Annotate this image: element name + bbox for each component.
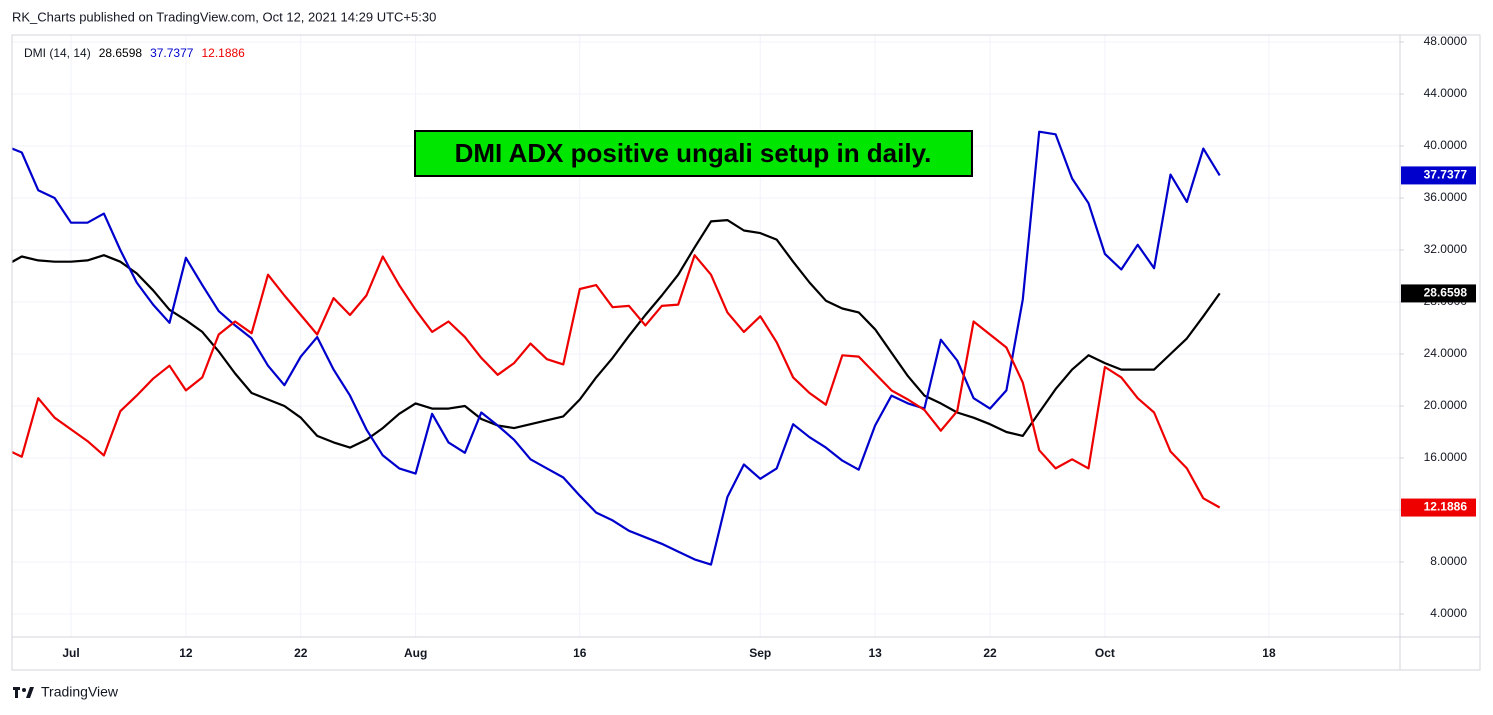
- series-line: [12, 219, 1221, 449]
- grid: [12, 35, 1400, 637]
- plot: [12, 130, 1221, 566]
- annotation-box: [414, 130, 973, 177]
- x-tick-label: 22: [983, 646, 997, 660]
- x-tick-label: 22: [294, 646, 308, 660]
- header: RK_Charts published on TradingView.com, …: [12, 9, 436, 24]
- x-tick-label: Jul: [62, 646, 79, 660]
- legend-item: DMI (14, 14): [24, 46, 91, 60]
- legend: DMI (14, 14) 28.6598 37.7377 12.1886: [24, 46, 245, 60]
- legend-item: 12.1886: [201, 46, 245, 60]
- x-tick-label: Sep: [749, 646, 771, 660]
- y-tick-label: 20.0000: [1424, 398, 1468, 412]
- x-tick-label: 13: [868, 646, 882, 660]
- brand: TradingView: [41, 684, 119, 700]
- x-tick-label: Aug: [404, 646, 427, 660]
- price-badge: [1401, 166, 1476, 185]
- legend-item: 37.7377: [150, 46, 194, 60]
- price-badge-label: 12.1886: [1424, 500, 1468, 514]
- annotation: DMI ADX positive ungali setup in daily.: [455, 138, 932, 168]
- brand-logo: [13, 687, 34, 698]
- series-line: [12, 254, 1221, 509]
- y-tick-label: 24.0000: [1424, 346, 1468, 360]
- price-badge-label: 28.6598: [1424, 286, 1468, 300]
- price-badge-label: 37.7377: [1424, 168, 1468, 182]
- legend-item: 28.6598: [99, 46, 143, 60]
- y-tick-label: 36.0000: [1424, 190, 1468, 204]
- y-tick-label: 40.0000: [1424, 138, 1468, 152]
- frame: [11, 34, 1481, 671]
- x-tick-label: 12: [179, 646, 193, 660]
- price-badge: [1401, 498, 1476, 517]
- y-tick-label: 16.0000: [1424, 450, 1468, 464]
- x-tick-label: 16: [573, 646, 587, 660]
- y-tick-label: 32.0000: [1424, 242, 1468, 256]
- series-line: [12, 130, 1221, 566]
- x-tick-label: Oct: [1095, 646, 1115, 660]
- price-badge: [1401, 284, 1476, 303]
- x-tick-label: 18: [1262, 646, 1276, 660]
- y-tick-label: 44.0000: [1424, 86, 1468, 100]
- y-tick-label: 4.0000: [1430, 606, 1467, 620]
- y-tick-label: 48.0000: [1424, 34, 1468, 48]
- y-tick-label: 8.0000: [1430, 554, 1467, 568]
